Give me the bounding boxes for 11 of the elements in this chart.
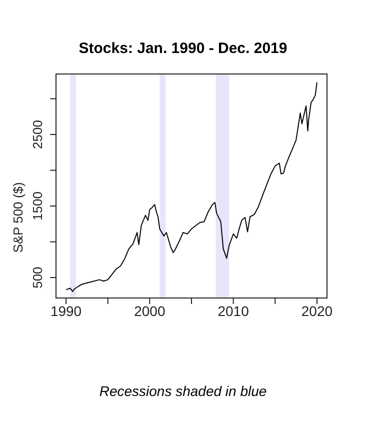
line-series (66, 82, 318, 292)
chart-title: Stocks: Jan. 1990 - Dec. 2019 (78, 40, 288, 57)
x-tick-label: 2000 (134, 302, 166, 319)
x-tick-label: 2020 (301, 302, 333, 319)
text: Recessions shaded in blue (98, 383, 268, 399)
y-tick-label: 1500 (30, 192, 45, 220)
x-tick-label: 1990 (50, 302, 82, 319)
y-axis-title: S&P 500 ($) (10, 181, 26, 255)
x-tick-label: 2010 (218, 302, 250, 319)
y-tick-label: 500 (30, 266, 45, 288)
y-tick-label: 2500 (30, 120, 45, 149)
